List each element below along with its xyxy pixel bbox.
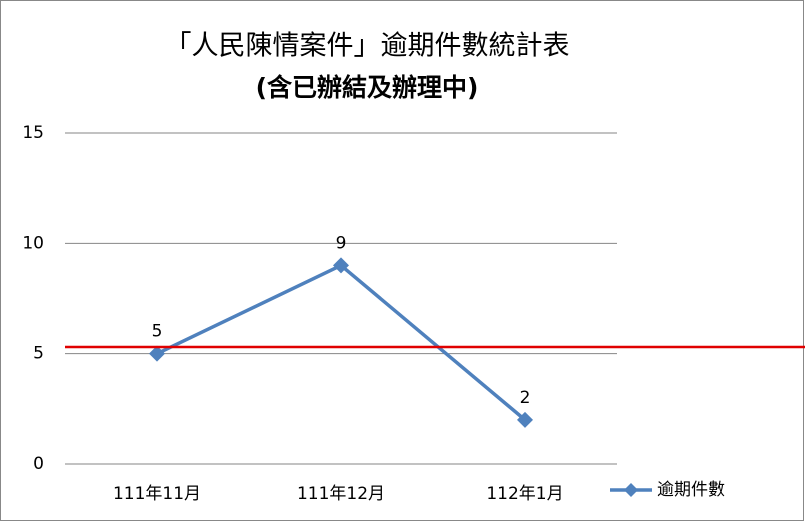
data-label: 2	[520, 388, 531, 408]
y-tick-label: 5	[33, 344, 44, 364]
data-label: 5	[152, 322, 163, 342]
data-point	[517, 411, 533, 428]
y-tick-label: 0	[33, 454, 44, 474]
legend-label: 逾期件數	[657, 480, 725, 500]
x-tick-label: 112年1月	[486, 484, 563, 504]
legend-marker	[624, 483, 638, 497]
x-tick-label: 111年11月	[113, 484, 201, 504]
data-point	[149, 345, 165, 362]
y-tick-label: 10	[22, 233, 44, 253]
x-tick-label: 111年12月	[297, 484, 385, 504]
data-point	[333, 257, 349, 274]
data-label: 9	[336, 233, 347, 253]
chart-title: 「人民陳情案件」逾期件數統計表	[165, 31, 570, 62]
chart-title: (含已辦結及辦理中)	[256, 73, 479, 102]
y-tick-label: 15	[22, 123, 44, 143]
